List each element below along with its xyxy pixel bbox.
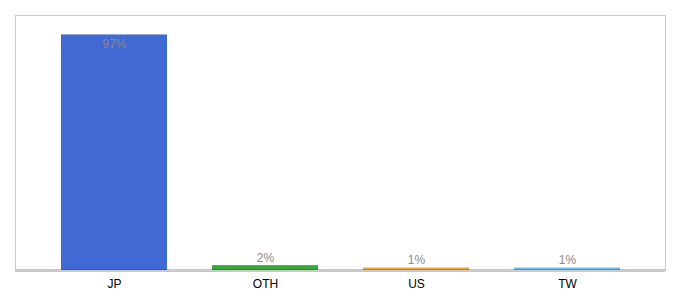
svg-text:97%: 97%	[102, 37, 126, 51]
svg-text:OTH: OTH	[253, 277, 278, 291]
svg-text:US: US	[408, 277, 425, 291]
svg-text:TW: TW	[558, 277, 577, 291]
svg-text:2%: 2%	[257, 251, 275, 265]
svg-text:JP: JP	[107, 277, 121, 291]
svg-text:1%: 1%	[408, 253, 426, 267]
svg-text:1%: 1%	[559, 253, 577, 267]
